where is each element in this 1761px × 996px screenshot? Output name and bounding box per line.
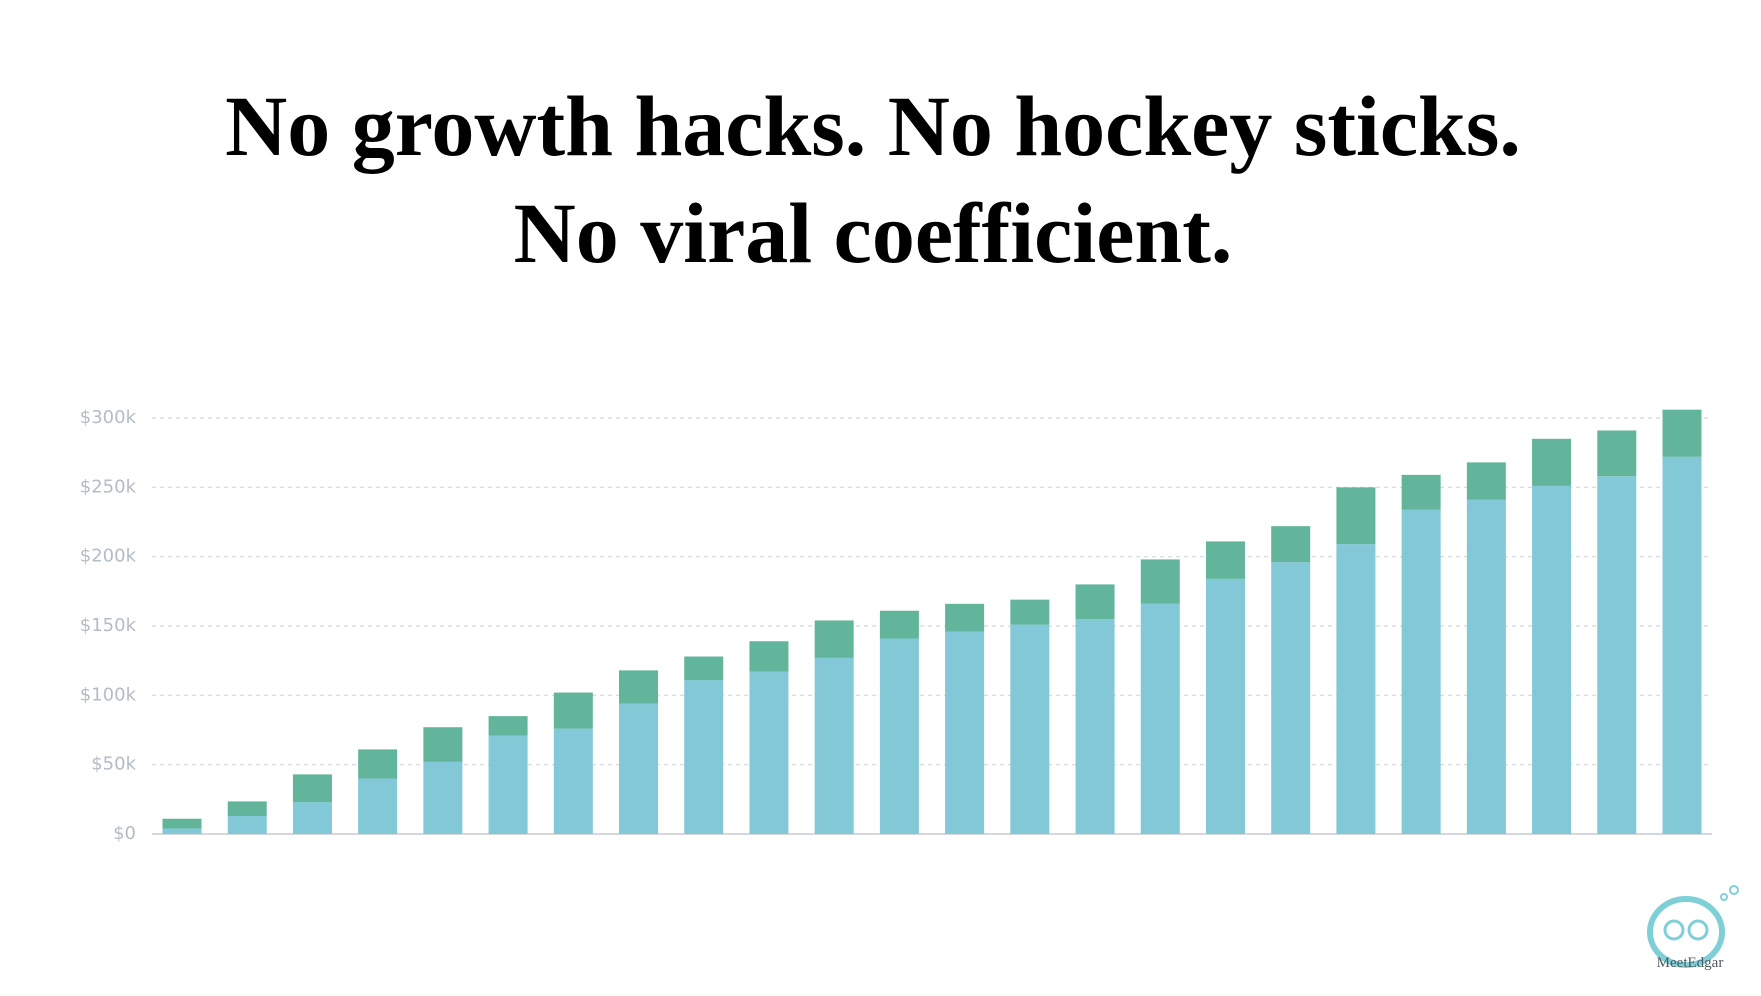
bar-segment bbox=[227, 801, 267, 816]
bar-segment bbox=[227, 815, 267, 834]
y-tick-label: $250k bbox=[80, 476, 137, 497]
bar-segment bbox=[292, 802, 332, 834]
bar-segment bbox=[1532, 438, 1572, 486]
bar-segment bbox=[1205, 541, 1245, 579]
y-tick-label: $300k bbox=[80, 407, 137, 428]
bar-segment bbox=[1010, 624, 1050, 834]
bar-segment bbox=[1532, 485, 1572, 834]
y-tick-label: $50k bbox=[91, 754, 136, 775]
bar-segment bbox=[1401, 509, 1441, 834]
bar-segment bbox=[1140, 559, 1180, 604]
bar-segment bbox=[879, 638, 919, 834]
bar-segment bbox=[488, 735, 528, 834]
y-tick-label: $150k bbox=[80, 615, 137, 636]
bar-segment bbox=[1271, 526, 1311, 563]
bar-segment bbox=[619, 703, 659, 834]
bar-segment bbox=[749, 671, 789, 834]
bar-segment bbox=[1597, 430, 1637, 477]
bar-segment bbox=[1466, 499, 1506, 834]
bar-segment bbox=[162, 828, 202, 834]
bar-segment bbox=[619, 670, 659, 704]
bar-segment bbox=[749, 641, 789, 672]
bar-segment bbox=[553, 692, 593, 729]
bar-segment bbox=[684, 656, 724, 681]
bar-segment bbox=[814, 620, 854, 658]
bar-segment bbox=[358, 778, 398, 834]
bar-segment bbox=[684, 680, 724, 834]
bar-segment bbox=[358, 749, 398, 779]
logo: MeetEdgar bbox=[1647, 885, 1739, 971]
bar-segment bbox=[1662, 456, 1702, 834]
y-tick-label: $100k bbox=[80, 684, 137, 705]
logo-text: MeetEdgar bbox=[1657, 955, 1724, 971]
bar-segment bbox=[488, 716, 528, 736]
bar-segment bbox=[1075, 619, 1115, 834]
bar-segment bbox=[879, 610, 919, 639]
bar-segment bbox=[1336, 487, 1376, 545]
bar-segment bbox=[1336, 544, 1376, 834]
bar-segment bbox=[1401, 474, 1441, 510]
bar-segment bbox=[1205, 578, 1245, 834]
bar-segment bbox=[1662, 409, 1702, 457]
bar-segment bbox=[292, 774, 332, 803]
bar-segment bbox=[423, 761, 463, 834]
bar-segment bbox=[1271, 562, 1311, 834]
bar-segment bbox=[553, 728, 593, 834]
bar-segment bbox=[1075, 584, 1115, 620]
y-tick-label: $0 bbox=[113, 823, 136, 844]
bar-segment bbox=[945, 631, 985, 834]
bar-segment bbox=[162, 818, 202, 829]
bar-segment bbox=[1010, 599, 1050, 625]
bar-segment bbox=[1597, 476, 1637, 834]
y-tick-label: $200k bbox=[80, 546, 137, 567]
bar-segment bbox=[945, 603, 985, 632]
bar-segment bbox=[1140, 603, 1180, 834]
bar-segment bbox=[1466, 462, 1506, 500]
chart: $0 $50k $100k $150k $200k $250k $300k bbox=[80, 407, 1712, 844]
bar-segment bbox=[814, 657, 854, 834]
title-line: No growth hacks. No hockey sticks. bbox=[225, 78, 1521, 174]
title-line: No viral coefficient. bbox=[514, 185, 1233, 281]
bar-segment bbox=[423, 727, 463, 762]
